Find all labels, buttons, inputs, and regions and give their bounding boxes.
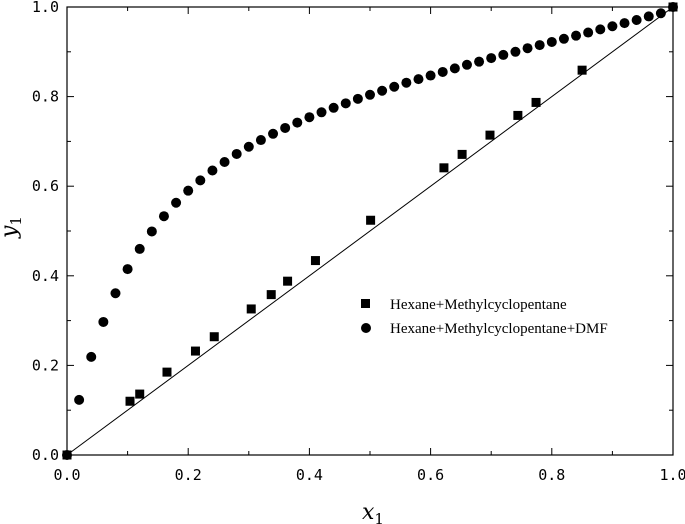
data-point-square — [125, 396, 135, 406]
data-point-square — [457, 149, 467, 159]
y-axis-title: y1 — [0, 216, 25, 239]
data-point-circle — [231, 148, 242, 159]
data-point-circle — [195, 175, 206, 186]
data-point-circle — [474, 56, 485, 67]
legend-label-hexane-mcp: Hexane+Methylcyclopentane — [390, 297, 567, 313]
x-axis-title-subscript: 1 — [374, 510, 384, 524]
data-point-circle — [583, 27, 594, 38]
x-tick-label: 1.0 — [659, 466, 685, 484]
data-point-circle — [510, 46, 521, 57]
data-point-circle — [255, 135, 266, 146]
data-point-circle — [607, 21, 618, 32]
data-point-circle — [304, 112, 315, 123]
y-tick-label: 0.2 — [32, 356, 59, 374]
data-point-circle — [631, 14, 642, 25]
data-point-circle — [134, 243, 145, 254]
series-2 — [62, 2, 678, 460]
data-point-circle — [534, 40, 545, 51]
data-point-circle — [316, 107, 327, 118]
x-tick-label: 0.8 — [538, 466, 565, 484]
data-point-circle — [619, 18, 630, 29]
data-point-circle — [449, 63, 460, 74]
plot-area — [62, 2, 678, 460]
y-tick-label: 1.0 — [32, 0, 59, 16]
y-tick-label: 0.0 — [32, 446, 59, 464]
y-tick-label: 0.8 — [32, 88, 59, 106]
data-point-square — [310, 256, 320, 266]
data-point-circle — [425, 70, 436, 81]
legend-marker-hexane-mcp-dmf — [361, 323, 371, 333]
y-tick-label: 0.4 — [32, 267, 59, 285]
data-point-circle — [558, 33, 569, 44]
data-point-circle — [643, 11, 654, 22]
x-tick-label: 0.4 — [296, 466, 323, 484]
y-axis-title-main: y — [0, 225, 22, 239]
data-point-circle — [461, 59, 472, 70]
data-point-circle — [401, 77, 412, 88]
data-point-circle — [328, 102, 339, 113]
data-point-circle — [522, 43, 533, 54]
data-point-square — [190, 346, 200, 356]
data-point-circle — [437, 66, 448, 77]
data-point-circle — [183, 185, 194, 196]
x-tick-label: 0.2 — [175, 466, 202, 484]
data-point-square — [246, 304, 256, 314]
data-point-circle — [243, 141, 254, 152]
data-point-circle — [219, 157, 230, 168]
data-point-circle — [498, 49, 509, 60]
diagonal-line — [66, 6, 674, 456]
data-point-circle — [413, 74, 424, 85]
data-point-circle — [207, 165, 218, 176]
x-tick-label: 0.6 — [417, 466, 444, 484]
data-point-circle — [98, 316, 109, 327]
data-point-circle — [146, 226, 157, 237]
data-point-circle — [365, 89, 375, 100]
data-point-circle — [280, 122, 291, 133]
data-point-circle — [352, 93, 363, 104]
data-point-circle — [74, 394, 85, 405]
data-point-square — [485, 130, 495, 140]
data-point-circle — [655, 8, 666, 19]
y-axis-title-subscript: 1 — [7, 216, 25, 226]
data-point-circle — [340, 98, 351, 109]
legend-marker-hexane-mcp — [361, 299, 370, 308]
data-point-circle — [122, 264, 133, 275]
legend: Hexane+Methylcyclopentane Hexane+Methylc… — [361, 297, 608, 337]
data-point-square — [513, 110, 523, 120]
data-point-square — [162, 367, 172, 377]
x-tick-label: 0.0 — [53, 466, 80, 484]
data-point-circle — [377, 85, 388, 96]
data-point-square — [209, 332, 219, 342]
data-point-circle — [486, 53, 497, 64]
x-axis-title: x1 — [362, 500, 384, 524]
y-tick-label: 0.6 — [32, 177, 59, 195]
x-axis-title-main: x — [362, 500, 375, 524]
data-point-square — [366, 215, 376, 225]
legend-label-hexane-mcp-dmf: Hexane+Methylcyclopentane+DMF — [390, 321, 608, 337]
data-point-square — [439, 163, 449, 173]
data-point-circle — [171, 197, 182, 208]
data-point-square — [577, 65, 587, 75]
data-point-circle — [86, 351, 97, 362]
data-point-square — [531, 97, 541, 107]
data-point-circle — [595, 24, 606, 35]
data-point-square — [283, 276, 293, 286]
axes: 0.0 0.2 0.4 0.6 0.8 1.0 0.0 0.2 0.4 0.6 0.8 1.0 — [32, 0, 685, 484]
data-point-circle — [292, 117, 303, 128]
data-point-circle — [546, 36, 557, 47]
data-point-circle — [110, 288, 121, 299]
data-point-square — [266, 290, 276, 300]
data-point-circle — [158, 211, 169, 222]
data-point-circle — [268, 128, 279, 139]
data-point-square — [135, 389, 145, 399]
data-point-circle — [389, 81, 400, 92]
data-point-circle — [571, 30, 582, 41]
